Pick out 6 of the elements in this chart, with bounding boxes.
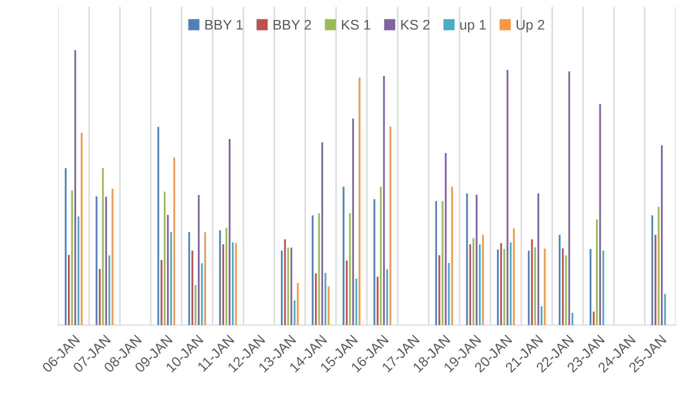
legend-label: KS 1 [342, 20, 370, 30]
legend-label: Up 2 [516, 20, 544, 32]
legend-label: BBY 1 [205, 20, 243, 30]
legend-label: KS 2 [401, 20, 430, 30]
legend-label: up 1 [460, 20, 486, 32]
legend-label: BBY 2 [274, 20, 311, 30]
